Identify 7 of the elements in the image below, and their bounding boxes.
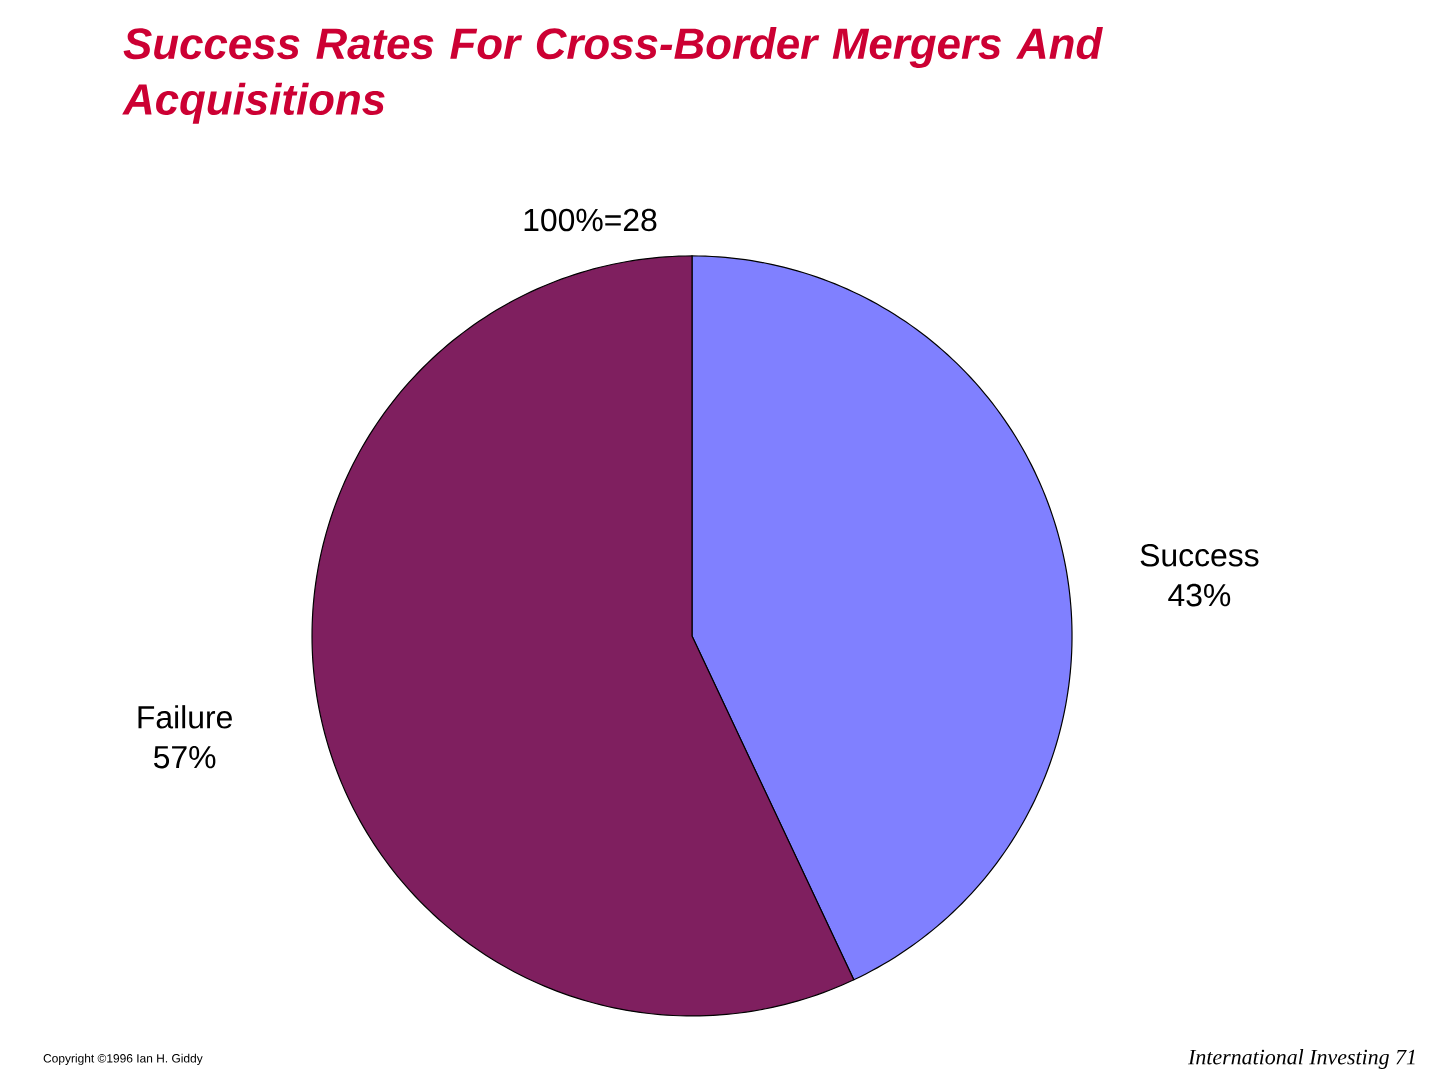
- chart-title: Success Rates For Cross-Border Mergers And Acquisitions: [122, 27, 1103, 124]
- data-label: 43%: [1168, 583, 1231, 607]
- text: International Investing 71: [1187, 1049, 1415, 1069]
- slice-label: Failure: [138, 705, 232, 729]
- data-label: 57%: [153, 745, 216, 769]
- chart-subtitle: 100%=28: [524, 208, 657, 232]
- slice-label: Success: [1140, 543, 1259, 567]
